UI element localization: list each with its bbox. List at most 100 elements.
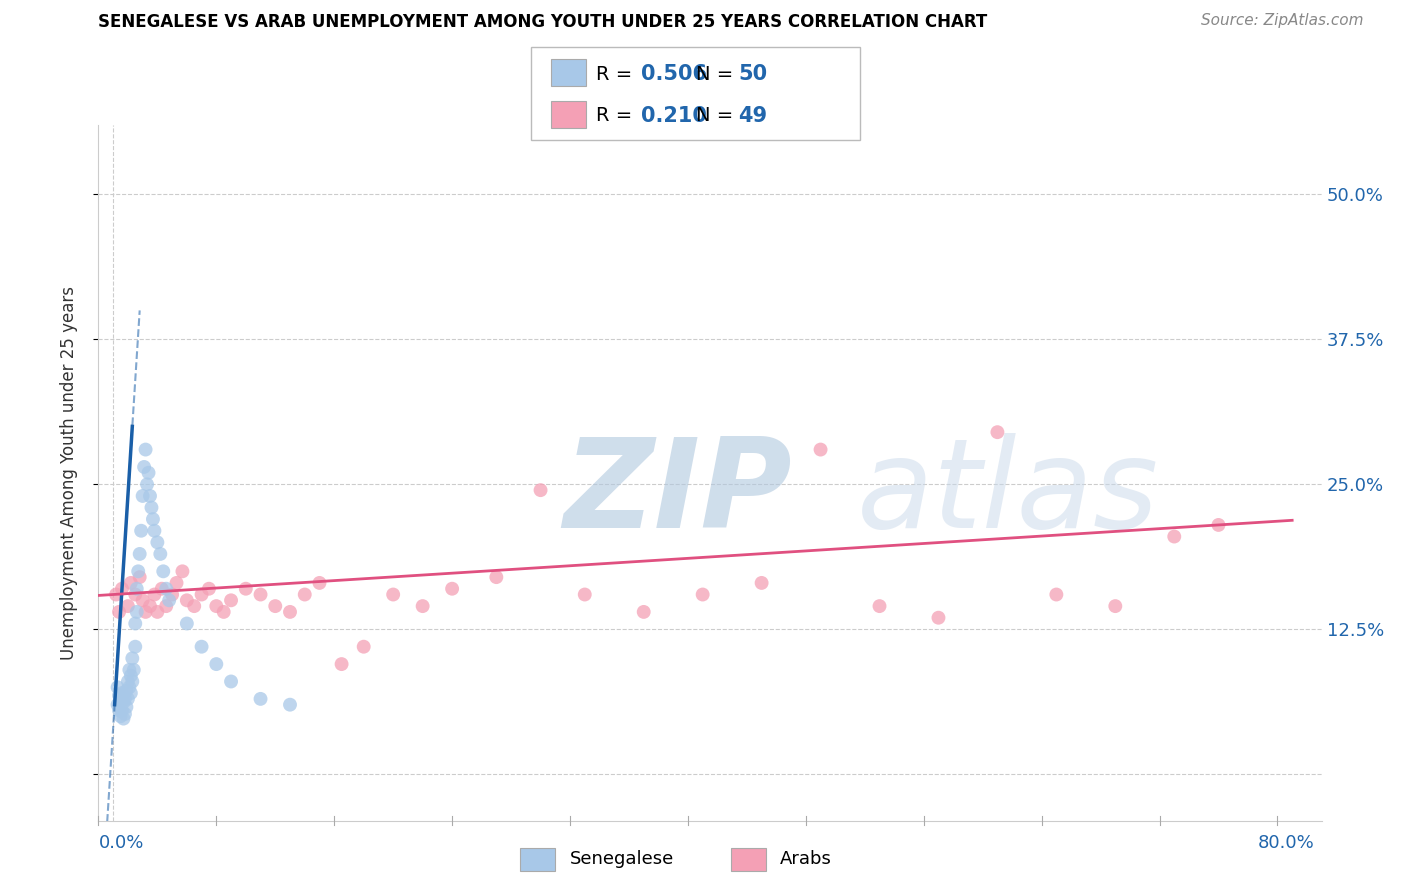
Point [190,588,212,602]
Point [810,442,832,457]
Point [121,651,143,665]
Point [205,657,228,671]
Point [118,663,141,677]
Point [122,663,145,677]
Text: SENEGALESE VS ARAB UNEMPLOYMENT AMONG YOUTH UNDER 25 YEARS CORRELATION CHART: SENEGALESE VS ARAB UNEMPLOYMENT AMONG YO… [98,13,987,31]
Text: R =: R = [596,106,645,126]
Point [120,669,142,683]
Point [118,680,141,694]
Point [136,477,159,491]
Point [115,700,138,714]
Point [125,582,148,596]
Point [114,706,136,721]
Point [111,582,134,596]
Point [1163,530,1185,544]
Point [485,570,508,584]
Point [294,588,316,602]
Point [172,565,194,579]
Point [128,547,150,561]
Point [117,599,139,614]
Text: 0.506: 0.506 [641,64,707,84]
Point [529,483,551,498]
Point [176,593,198,607]
Point [155,599,177,614]
Point [146,535,169,549]
Text: Arabs: Arabs [780,850,832,868]
Text: 0.0%: 0.0% [98,834,143,852]
Point [160,588,183,602]
Point [124,588,146,602]
Point [212,605,235,619]
Point [1045,588,1067,602]
Point [108,689,131,703]
Point [166,576,188,591]
Y-axis label: Unemployment Among Youth under 25 years: Unemployment Among Youth under 25 years [59,285,77,660]
Text: Senegalese: Senegalese [569,850,673,868]
Point [110,709,132,723]
Point [183,599,205,614]
Point [115,683,138,698]
Point [117,692,139,706]
Point [308,576,330,591]
Point [135,442,157,457]
Point [110,692,132,706]
Point [131,489,153,503]
Point [135,605,157,619]
Point [176,616,198,631]
Point [219,674,242,689]
Point [117,674,139,689]
Point [152,565,174,579]
Point [111,686,134,700]
Point [382,588,405,602]
Point [124,616,146,631]
Point [124,640,146,654]
Point [143,524,166,538]
Point [692,588,714,602]
Point [128,570,150,584]
Point [143,588,166,602]
Point [107,680,129,694]
Point [205,599,228,614]
Point [139,599,162,614]
Point [112,712,135,726]
Point [142,512,165,526]
Point [412,599,434,614]
Point [138,466,160,480]
Point [927,611,949,625]
Point [114,692,136,706]
Point [146,605,169,619]
Point [353,640,375,654]
Point [574,588,596,602]
Point [112,695,135,709]
Point [149,547,172,561]
Point [111,703,134,717]
Point [264,599,287,614]
Point [1208,517,1230,532]
Point [249,588,271,602]
Point [190,640,212,654]
Text: 80.0%: 80.0% [1258,834,1315,852]
Point [1104,599,1126,614]
Text: 50: 50 [738,64,768,84]
Text: Source: ZipAtlas.com: Source: ZipAtlas.com [1201,13,1364,29]
Point [157,593,180,607]
Point [121,674,143,689]
Point [105,588,128,602]
Text: R =: R = [596,64,645,84]
Text: atlas: atlas [856,434,1159,554]
Point [108,703,131,717]
Point [139,489,162,503]
Point [120,686,142,700]
Point [107,698,129,712]
Point [633,605,655,619]
Point [235,582,257,596]
Point [120,576,142,591]
Point [330,657,353,671]
Point [131,593,153,607]
Point [132,460,155,475]
Point [141,500,163,515]
Point [986,425,1008,440]
Point [219,593,242,607]
Point [278,605,301,619]
Point [125,605,148,619]
